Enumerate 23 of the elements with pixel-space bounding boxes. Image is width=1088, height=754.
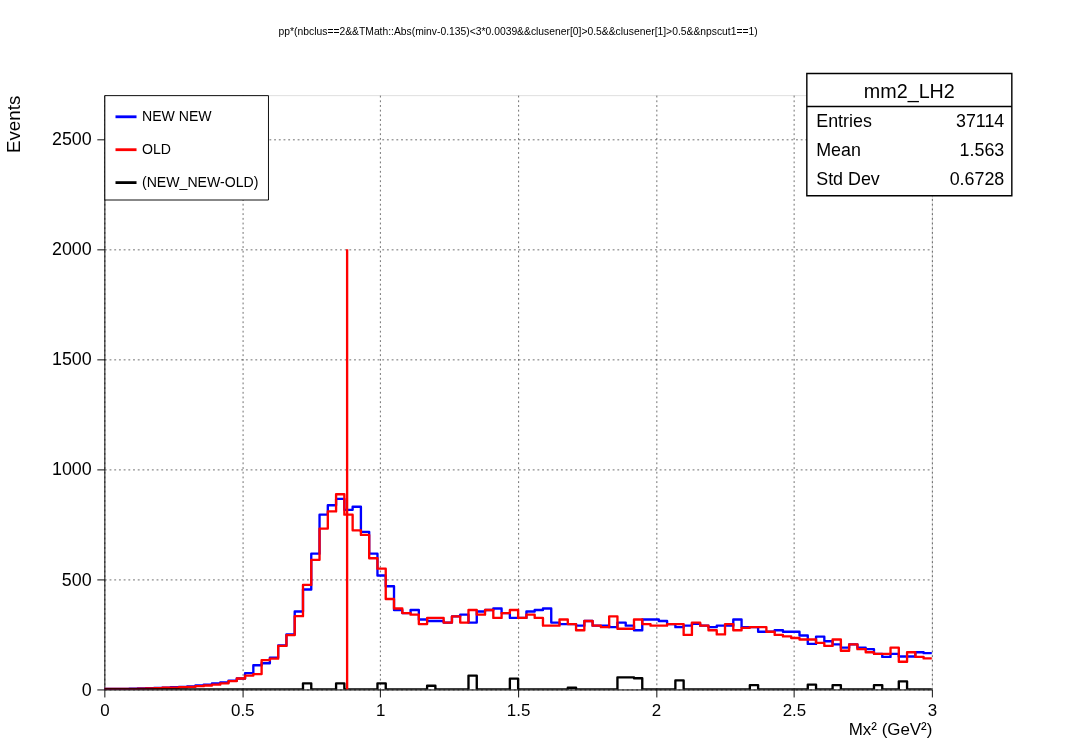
y-tick-label: 2000 [51, 239, 92, 260]
y-axis-title: Events [2, 95, 24, 154]
legend-label: OLD [141, 141, 171, 158]
y-tick-label: 2500 [51, 129, 92, 150]
x-tick-label: 3 [927, 701, 938, 721]
x-tick-label: 1.5 [506, 701, 531, 721]
chart-title: pp*(nbclus==2&&TMath::Abs(minv-0.135)<3*0.0039&&clusener[0]>0.5&&clusener[1]>0.5&&npscut1==1) [278, 26, 758, 38]
y-tick-label: 1500 [51, 349, 92, 370]
y-tick-label: 500 [61, 569, 92, 590]
text: Entries 37114 [816, 111, 1005, 132]
x-tick-label: 2 [651, 701, 662, 721]
x-tick-label: 2.5 [782, 701, 807, 721]
x-tick-label: 0.5 [231, 701, 255, 721]
x-tick-label: 0 [100, 701, 110, 721]
x-axis-title: Mx² (GeV²) [848, 720, 933, 740]
text: Std Dev 0.6728 [816, 169, 1005, 190]
y-tick-label: 0 [81, 679, 92, 700]
legend-label: NEW NEW [141, 108, 213, 125]
y-tick-label: 1000 [51, 459, 92, 480]
x-tick-label: 1 [375, 701, 386, 721]
annotation: mm2_LH2 [863, 79, 955, 103]
legend-label: (NEW_NEW-OLD) [141, 174, 259, 191]
text: Mean 1.563 [816, 140, 1005, 161]
